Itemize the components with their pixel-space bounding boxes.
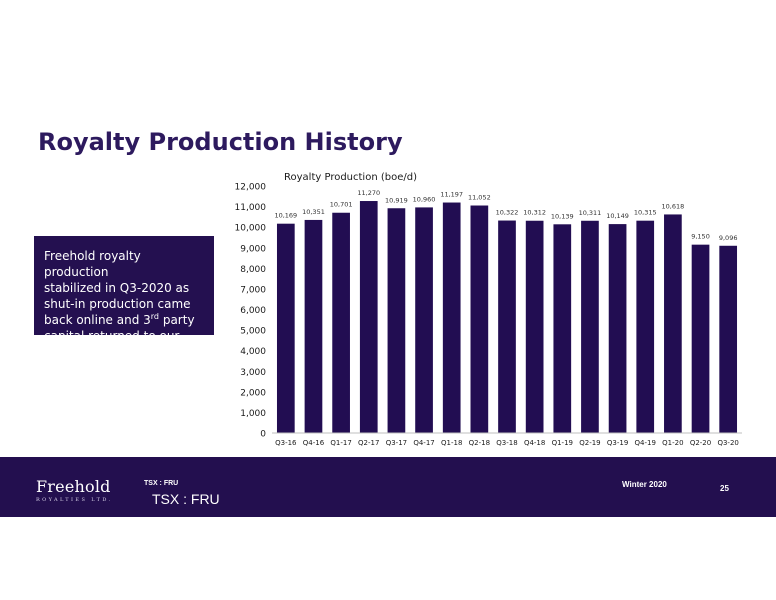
- x-tick-label: Q4-19: [635, 439, 656, 447]
- y-tick-label: 5,000: [240, 327, 266, 337]
- summary-callout: Freehold royalty production stabilized i…: [34, 236, 214, 359]
- data-label: 11,270: [357, 189, 380, 197]
- bar-series: 10,169 10,351 10,701 11,270 10,919 10,960 11,1…: [274, 189, 737, 433]
- bar-q2-20: [691, 244, 710, 433]
- bar-q2-18: [470, 205, 489, 433]
- y-tick-label: 2,000: [240, 388, 266, 398]
- data-label: 9,096: [719, 234, 738, 242]
- data-label: 10,618: [662, 202, 685, 210]
- chart-title: Royalty Production (boe/d): [284, 172, 417, 183]
- bar-q2-19: [581, 220, 599, 433]
- bar-q3-18: [498, 220, 516, 433]
- x-tick-label: Q4-16: [303, 439, 325, 447]
- y-axis: 0 1,000 2,000 3,000 4,000 5,000 6,000 7,000 8,00…: [235, 183, 267, 440]
- logo-subtitle: ROYALTIES LTD.: [36, 497, 113, 503]
- bar-q4-19: [636, 220, 655, 433]
- data-label: 10,960: [413, 195, 436, 203]
- bar-q1-19: [553, 224, 572, 433]
- x-tick-label: Q3-16: [275, 439, 297, 447]
- y-tick-label: 9,000: [240, 244, 266, 254]
- data-label: 9,150: [691, 233, 710, 241]
- y-tick-label: 7,000: [240, 285, 266, 295]
- y-tick-label: 1,000: [240, 409, 266, 419]
- callout-line: shut-in production came: [44, 297, 191, 311]
- ticker-label-large: TSX : FRU: [152, 491, 220, 507]
- bar-q2-17: [359, 201, 378, 433]
- bar-q4-17: [415, 207, 433, 433]
- y-tick-label: 8,000: [240, 265, 266, 275]
- data-label: 10,149: [606, 212, 629, 220]
- data-label: 11,052: [468, 194, 491, 202]
- slide-title: Royalty Production History: [38, 128, 403, 156]
- x-tick-label: Q1-18: [441, 439, 462, 447]
- x-tick-label: Q2-18: [469, 439, 490, 447]
- y-tick-label: 6,000: [240, 306, 266, 316]
- presentation-date: Winter 2020: [622, 480, 667, 489]
- bar-q1-18: [442, 202, 461, 433]
- data-label: 10,312: [523, 209, 546, 217]
- data-label: 10,701: [330, 201, 353, 209]
- bar-q4-16: [304, 219, 323, 433]
- y-tick-label: 3,000: [240, 368, 266, 378]
- callout-line: capital returned to our lands: [44, 329, 180, 359]
- x-tick-label: Q2-19: [579, 439, 600, 447]
- callout-line-prefix: back online and 3: [44, 313, 151, 327]
- x-tick-label: Q1-19: [552, 439, 573, 447]
- callout-line: stabilized in Q3-2020 as: [44, 281, 190, 295]
- x-tick-label: Q1-20: [662, 439, 683, 447]
- x-tick-label: Q3-19: [607, 439, 628, 447]
- x-tick-label: Q2-20: [690, 439, 711, 447]
- logo-wordmark: Freehold: [36, 477, 111, 496]
- x-tick-label: Q1-17: [330, 439, 351, 447]
- x-tick-label: Q4-17: [413, 439, 434, 447]
- callout-line-suffix: party: [159, 313, 195, 327]
- page-number: 25: [720, 484, 729, 493]
- bar-q1-17: [332, 212, 350, 433]
- production-bar-chart: Royalty Production (boe/d) 0 1,000 2,000 3,…: [235, 172, 742, 447]
- callout-superscript: rd: [150, 312, 160, 321]
- y-tick-label: 0: [260, 430, 266, 440]
- callout-line: Freehold royalty production: [44, 249, 141, 279]
- y-tick-label: 10,000: [235, 224, 267, 234]
- data-label: 10,169: [274, 212, 297, 220]
- bar-q1-20: [664, 214, 682, 433]
- bar-q3-19: [608, 224, 627, 433]
- y-tick-label: 12,000: [235, 183, 267, 193]
- y-tick-label: 11,000: [235, 203, 267, 213]
- data-label: 10,351: [302, 208, 325, 216]
- data-label: 10,315: [634, 209, 657, 217]
- bar-q4-18: [525, 220, 544, 433]
- x-axis: Q3-16 Q4-16 Q1-17 Q2-17 Q3-17 Q4-17 Q1-18 Q2-18…: [272, 432, 742, 447]
- footer-bar: Freehold ROYALTIES LTD. TSX : FRU TSX : …: [0, 457, 776, 517]
- bar-q3-16: [276, 223, 295, 433]
- x-tick-label: Q3-17: [386, 439, 407, 447]
- data-label: 10,139: [551, 212, 574, 220]
- data-label: 10,311: [579, 209, 602, 217]
- bar-q3-20: [719, 245, 738, 433]
- x-tick-label: Q2-17: [358, 439, 379, 447]
- callout-line: back online and 3rd party: [44, 312, 206, 328]
- ticker-label: TSX : FRU: [144, 480, 179, 487]
- x-tick-label: Q3-20: [717, 439, 738, 447]
- x-tick-label: Q3-18: [496, 439, 517, 447]
- x-tick-label: Q4-18: [524, 439, 545, 447]
- company-logo: Freehold ROYALTIES LTD.: [36, 477, 113, 503]
- bar-q3-17: [387, 208, 406, 433]
- data-label: 10,919: [385, 196, 408, 204]
- data-label: 10,322: [496, 209, 519, 217]
- y-tick-label: 4,000: [240, 347, 266, 357]
- data-label: 11,197: [440, 191, 463, 199]
